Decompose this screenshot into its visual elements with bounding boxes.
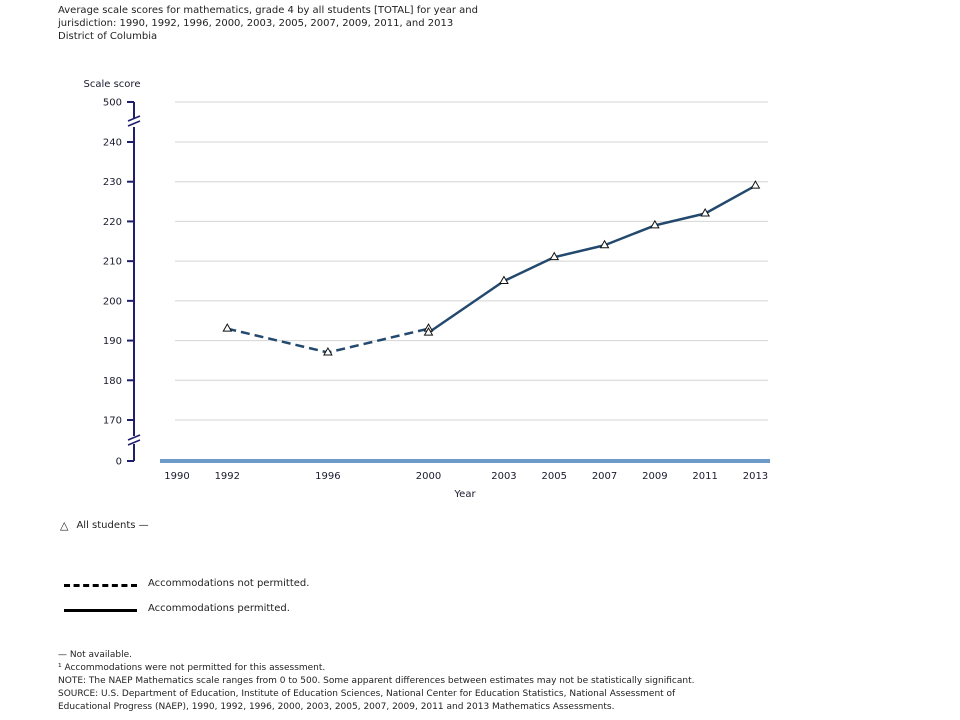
x-tick-label-2011: 2011 — [692, 471, 717, 482]
legend-not-permitted-label: Accommodations not permitted. — [148, 578, 310, 589]
triangle-marker-icon: △ — [60, 519, 69, 532]
note-not-available: — Not available. — [58, 650, 132, 660]
y-axis-title: Scale score — [84, 79, 141, 90]
data-point-p-2011 — [700, 207, 711, 217]
axis-break-top-b — [127, 120, 141, 127]
note-scale: NOTE: The NAEP Mathematics scale ranges … — [58, 676, 695, 686]
note-source-2: Educational Progress (NAEP), 1990, 1992,… — [58, 702, 615, 712]
title-line-2: jurisdiction: 1990, 1992, 1996, 2000, 20… — [58, 18, 454, 29]
x-tick-label-2007: 2007 — [592, 471, 617, 482]
legend-all-students-label: All students — — [76, 520, 149, 531]
y-tick-label-180: 180 — [103, 376, 122, 387]
y-tick-label-190: 190 — [103, 336, 122, 347]
y-tick-label-230: 230 — [103, 177, 122, 188]
data-point-np-1996 — [323, 346, 333, 356]
y-tick-label-200: 200 — [103, 296, 122, 307]
data-point-p-2009 — [649, 219, 660, 229]
data-point-p-2003 — [499, 275, 509, 284]
x-tick-label-2005: 2005 — [542, 471, 567, 482]
x-tick-label-1992: 1992 — [215, 471, 240, 482]
legend-all-students: △ All students — — [60, 519, 149, 532]
x-tick-label-2000: 2000 — [416, 471, 441, 482]
y-tick-label-170: 170 — [103, 416, 122, 427]
note-accommodations: ¹ Accommodations were not permitted for … — [58, 663, 326, 673]
title-line-3: District of Columbia — [58, 31, 158, 42]
legend-permitted-label: Accommodations permitted. — [148, 603, 290, 614]
x-tick-label-2013: 2013 — [743, 471, 768, 482]
x-tick-label-1996: 1996 — [315, 471, 340, 482]
x-axis-title: Year — [453, 489, 476, 500]
chart-title: Average scale scores for mathematics, gr… — [58, 4, 578, 43]
axis-break-top-a — [127, 115, 141, 122]
line-chart: 0 170 180 190 200 210 220 230 240 500 Scale score Y… — [84, 79, 770, 500]
data-point-p-2005 — [549, 251, 560, 261]
data-point-p-2000 — [423, 327, 434, 336]
axis-break-bottom-b — [127, 439, 141, 446]
x-tick-label-2003: 2003 — [491, 471, 516, 482]
x-tick-label-1990: 1990 — [164, 471, 189, 482]
data-point-p-2007 — [599, 239, 610, 249]
note-source-1: SOURCE: U.S. Department of Education, In… — [58, 689, 676, 699]
solid-line-sample — [64, 609, 137, 612]
x-tick-label-2009: 2009 — [642, 471, 667, 482]
y-tick-label-240: 240 — [103, 138, 122, 149]
y-tick-label-220: 220 — [103, 217, 122, 228]
data-point-p-2013 — [750, 180, 761, 189]
y-tick-label-500: 500 — [103, 98, 122, 109]
dashed-line-sample — [64, 584, 137, 587]
y-tick-label-0: 0 — [116, 457, 122, 468]
footnotes: — Not available. ¹ Accommodations were n… — [58, 649, 798, 714]
title-line-1: Average scale scores for mathematics, gr… — [58, 5, 478, 16]
data-point-np-1992 — [222, 323, 233, 332]
series-line-permitted — [427, 184, 757, 334]
axis-break-bottom-a — [127, 434, 141, 441]
y-tick-label-210: 210 — [103, 257, 122, 268]
